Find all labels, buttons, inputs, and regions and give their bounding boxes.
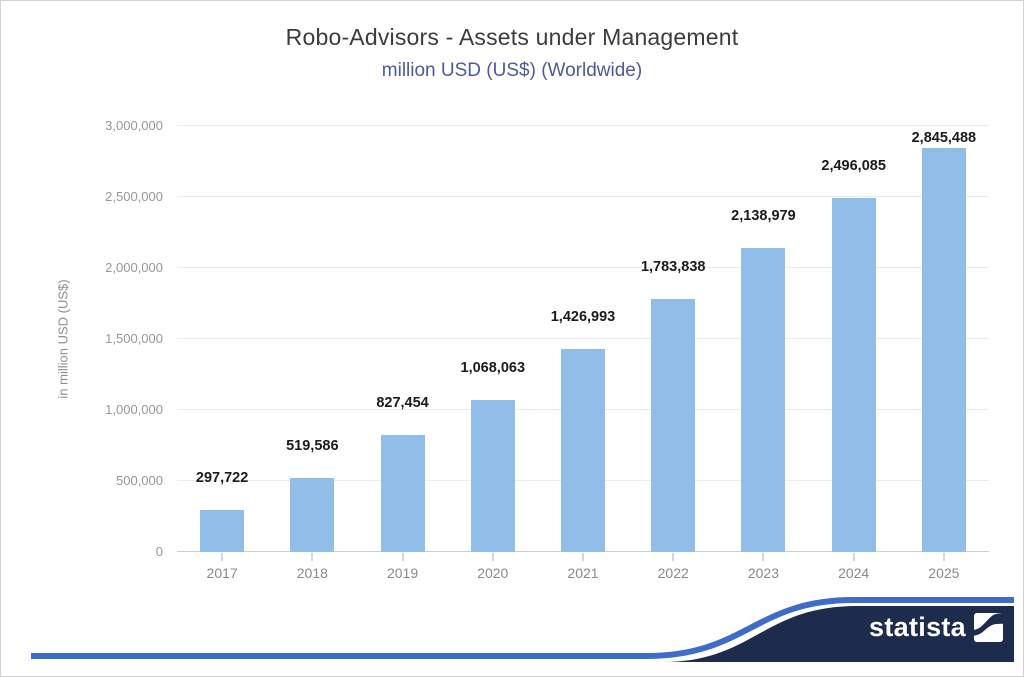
x-tick-mark [762,553,765,561]
bar-2018 [290,478,335,552]
gridline [177,338,989,339]
x-tick-mark [582,553,584,561]
y-tick-label: 0 [155,544,163,559]
x-tick-label: 2023 [747,565,780,581]
chart-title: Robo-Advisors - Assets under Management [285,24,739,50]
y-tick-label: 3,000,000 [105,118,163,133]
chart-subtitle: million USD (US$) (Worldwide) [381,60,643,81]
bar-2021 [561,349,605,552]
x-tick-label: 2017 [206,565,238,581]
x-tick-mark [311,553,314,561]
statista-glyph-icon [974,613,1003,642]
statista-wave-graphic [31,597,1014,662]
plot-area: 297,722 519,586 827,454 1,068,063 1,426,993 1… [177,125,989,552]
bar-value-label: 1,068,063 [460,360,526,377]
x-tick-mark [672,553,675,561]
statista-logo: statista [869,613,1003,642]
bar-2022 [651,298,696,552]
x-tick-label: 2022 [657,565,689,581]
x-tick-label: 2025 [928,565,960,581]
bar-value-label: 297,722 [195,469,249,486]
bar-2025 [921,147,966,552]
bar-2019 [380,434,425,552]
bar-value-label: 827,454 [376,394,429,411]
bar-value-label: 2,845,488 [911,130,977,146]
bar-2020 [470,400,515,552]
gridline [177,267,989,268]
x-tick-mark [942,553,945,561]
bar-value-label: 1,783,838 [640,258,706,275]
gridline [177,125,989,126]
x-tick-mark [221,553,224,561]
statista-wordmark: statista [869,612,966,642]
x-tick-mark [852,553,855,561]
x-tick-mark [491,553,494,561]
bar-value-label: 2,138,979 [731,208,796,225]
x-tick-label: 2018 [296,565,328,581]
x-axis: 2017 2018 2019 2020 2021 2022 2023 2024 2025 [177,552,989,592]
y-axis-tick-labels: 0 500,000 1,000,000 1,500,000 2,000,000 2,500… [1,118,163,559]
bar-2023 [741,248,786,552]
x-tick-label: 2021 [567,565,599,581]
x-tick-label: 2020 [477,565,509,581]
x-tick-label: 2019 [386,565,419,581]
x-tick-label: 2024 [838,565,870,581]
y-tick-label: 500,000 [116,473,163,488]
bar-value-label: 2,496,085 [821,157,886,174]
y-tick-label: 2,500,000 [105,189,163,204]
y-tick-label: 2,000,000 [105,260,163,275]
chart-header: Robo-Advisors - Assets under Management … [1,24,1023,82]
bar-value-label: 519,586 [286,438,339,455]
gridline [177,196,989,197]
bar-2017 [200,509,245,552]
y-tick-label: 1,000,000 [105,402,163,417]
y-tick-label: 1,500,000 [105,331,163,346]
x-tick-mark [401,553,404,561]
bar-value-label: 1,426,993 [550,309,616,326]
bar-2024 [831,197,876,552]
